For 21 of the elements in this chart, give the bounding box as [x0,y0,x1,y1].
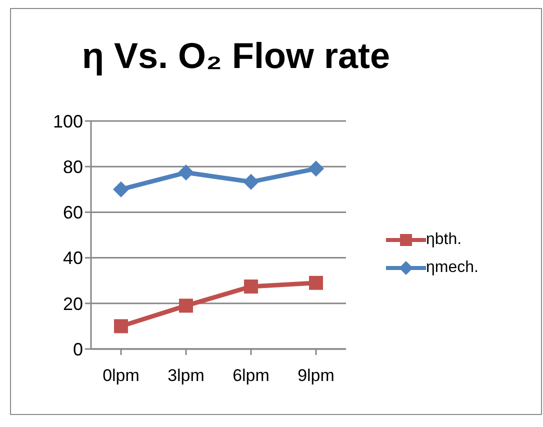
y-tick-label: 40 [62,248,83,268]
point [113,181,129,198]
y-tick-label: 20 [62,294,83,314]
y-tick-label: 100 [52,111,83,132]
y-tick-label: 80 [62,156,83,177]
y-tick-label: 0 [72,339,83,360]
x-tick-label: 0lpm [102,366,140,386]
point [114,319,128,334]
x-tick-label: 6lpm [232,366,270,386]
point [178,164,194,181]
point [309,276,323,290]
y-tick-label: 60 [62,202,83,223]
point [243,174,259,190]
x-tick-label: 3lpm [168,366,204,386]
x-tick-label: 9lpm [298,366,334,386]
point [308,160,324,177]
point [179,298,193,313]
chart-title: η Vs. O₂ Flow rate [80,35,392,77]
legend-label: ηmech. [426,259,478,277]
legend-label: ηbth. [426,231,462,249]
point [244,280,258,294]
